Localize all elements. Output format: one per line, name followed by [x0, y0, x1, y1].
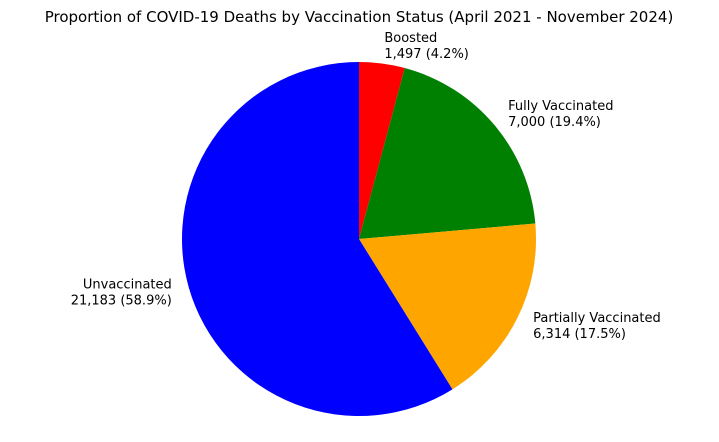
slice-unvaccinated	[182, 62, 453, 416]
slice-label-partially-vaccinated: Partially Vaccinated	[533, 311, 661, 326]
slice-fully-vaccinated	[359, 68, 536, 239]
slice-label-fully-vaccinated: Fully Vaccinated	[508, 99, 613, 114]
slice-boosted	[359, 62, 405, 239]
slice-label-boosted: Boosted	[384, 31, 437, 46]
slice-value-label-partially-vaccinated: 6,314 (17.5%)	[533, 327, 626, 342]
pie-slices	[182, 62, 536, 416]
chart-title: Proportion of COVID-19 Deaths by Vaccina…	[45, 8, 674, 26]
slice-partially-vaccinated	[359, 223, 536, 390]
slice-label-unvaccinated: Unvaccinated	[83, 277, 172, 292]
slice-value-label-boosted: 1,497 (4.2%)	[384, 47, 469, 62]
slice-value-label-unvaccinated: 21,183 (58.9%)	[71, 293, 172, 308]
slice-value-label-fully-vaccinated: 7,000 (19.4%)	[508, 115, 601, 130]
